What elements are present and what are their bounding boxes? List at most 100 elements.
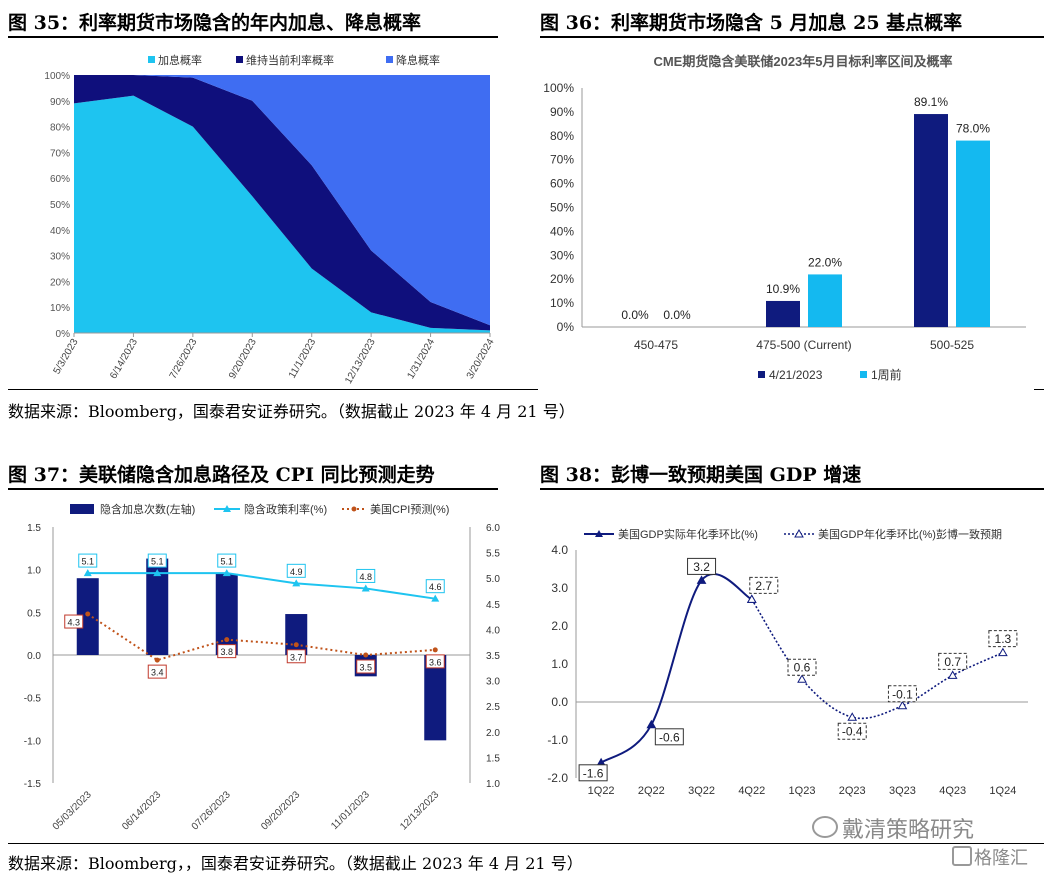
marker [293,642,299,648]
data-label: 0.6 [794,661,811,675]
fig35-title: 图 35：利率期货市场隐含的年内加息、降息概率 [8,12,422,34]
bar [956,140,990,327]
y-tick-label: 4.0 [551,543,568,557]
y-tick-label: 20% [50,277,70,288]
x-tick-label: 6/14/2023 [108,337,140,381]
legend-swatch-2 [386,56,393,63]
y-left-tick-label: -1.0 [24,736,42,747]
legend-swatch-1 [860,371,867,378]
y-tick-label: 30% [550,248,574,262]
y-left-tick-label: 1.5 [27,523,41,534]
data-label: 5.1 [151,557,164,567]
x-tick-label: 4Q22 [738,785,765,797]
legend-label-2: 美国CPI预测(%) [370,503,449,516]
marker [646,719,657,729]
x-tick-label: 7/26/2023 [168,337,200,381]
data-label-box [988,630,1018,648]
data-label: -0.1 [892,687,913,701]
area-series-0 [74,95,490,333]
area-series-2 [74,75,490,326]
data-label: 4.3 [67,618,80,628]
x-tick-label: 4Q23 [939,785,966,797]
wechat-icon [812,816,838,838]
x-tick-label: 1/31/2024 [405,337,437,381]
y-tick-label: 100% [543,81,574,95]
data-label: 89.1% [914,95,948,109]
marker [847,712,858,721]
y-tick-label: 2.0 [551,619,568,633]
fig37-title: 图 37：美联储隐含加息路径及 CPI 同比预测走势 [8,464,435,486]
y-right-tick-label: 2.5 [486,702,500,713]
series-line-1 [87,572,436,600]
legend-label-2: 降息概率 [396,53,440,67]
watermark-text-2: 格隆汇 [974,848,1028,869]
marker [797,674,807,683]
series-line-0 [600,573,753,764]
legend-marker-1 [223,505,231,512]
x-tick-label: 12/13/2023 [398,789,441,832]
y-right-tick-label: 4.0 [486,625,500,636]
y-left-tick-label: 1.0 [27,566,41,577]
source-top: 数据来源：Bloomberg，国泰君安证券研究。（数据截止 2023 年 4 月… [8,402,575,421]
marker [363,652,369,658]
x-tick-label: 11/01/2023 [329,789,372,832]
legend-marker-1 [794,528,804,538]
marker [292,579,301,587]
x-tick-label: 3/20/2024 [465,337,497,381]
y-tick-label: 0.0 [551,695,568,709]
fig38-chart: -2.0 -1.0 0.0 1.0 2.0 3.0 4.0 -1.6 -0.6 3.2 2.7 0.6… [547,527,1028,797]
y-tick-label: 50% [550,201,574,215]
y-left-tick-label: -1.5 [24,779,42,790]
data-label: -1.6 [583,766,604,780]
y-tick-label: 100% [44,71,70,82]
data-label-box [217,644,237,659]
bar [808,274,842,327]
y-right-tick-label: 5.5 [486,549,500,560]
y-tick-label: 60% [550,177,574,191]
y-tick-label: 80% [550,129,574,143]
y-tick-label: 40% [50,226,70,237]
data-label: 3.5 [359,663,372,673]
bar [76,578,99,655]
mid-rule-left [8,389,538,390]
bar [146,558,169,655]
legend-marker-0 [595,530,603,537]
data-label: 78.0% [956,122,990,136]
y-right-tick-label: 4.5 [486,600,500,611]
y-tick-label: 0% [557,320,575,334]
legend-swatch-1 [236,56,243,63]
source-bottom: 数据来源：Bloomberg，，国泰君安证券研究。（数据截止 2023 年 4 … [8,854,583,873]
bar [285,614,308,655]
marker [432,647,438,653]
marker [998,647,1008,657]
data-label: -0.6 [659,730,680,744]
legend-marker-2 [351,506,357,512]
marker [85,611,91,617]
y-tick-label: 0% [56,329,71,340]
marker [897,700,908,710]
x-tick-label: 5/3/2023 [52,337,81,377]
top-rule-right [540,36,1044,38]
data-label: -0.4 [842,725,863,739]
chart-title: CME期货隐含美联储2023年5月目标利率区间及概率 [653,54,952,69]
y-right-tick-label: 2.0 [486,728,500,739]
data-label-box [425,579,445,594]
legend-label-0: 隐含加息次数(左轴) [100,502,195,516]
data-label-box [837,722,867,740]
x-tick-label: 1Q23 [789,785,816,797]
y-left-tick-label: 0.0 [27,651,41,662]
data-label-box [286,649,306,664]
data-label-box [356,659,376,674]
x-tick-label: 3Q23 [889,785,916,797]
fig35-chart: 0% 10% 20% 30% 40% 50% 60% 70% 80% 90% 100% 5/3/202… [44,53,497,386]
data-label-box [147,664,167,679]
y-tick-label: -1.0 [547,733,568,747]
data-label: 5.1 [220,557,233,567]
x-tick-label: 1Q22 [588,785,615,797]
data-label: 0.0% [663,308,691,322]
x-tick-label: 500-525 [930,338,974,352]
x-tick-label: 3Q22 [688,785,715,797]
data-label-box [147,553,167,568]
data-label: 4.8 [359,572,372,582]
legend-label-0: 加息概率 [158,53,202,67]
